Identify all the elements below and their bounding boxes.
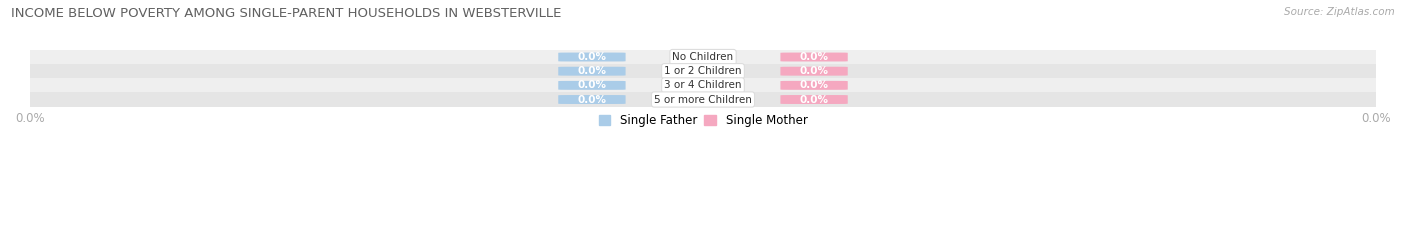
Text: Source: ZipAtlas.com: Source: ZipAtlas.com — [1284, 7, 1395, 17]
Bar — [30, 50, 1376, 64]
FancyBboxPatch shape — [558, 81, 626, 90]
Text: INCOME BELOW POVERTY AMONG SINGLE-PARENT HOUSEHOLDS IN WEBSTERVILLE: INCOME BELOW POVERTY AMONG SINGLE-PARENT… — [11, 7, 561, 20]
Bar — [30, 78, 1376, 93]
FancyBboxPatch shape — [558, 53, 626, 62]
Bar — [30, 64, 1376, 78]
Text: 0.0%: 0.0% — [800, 66, 828, 76]
Text: 0.0%: 0.0% — [578, 66, 606, 76]
Text: 0.0%: 0.0% — [578, 52, 606, 62]
FancyBboxPatch shape — [780, 53, 848, 62]
FancyBboxPatch shape — [558, 95, 626, 104]
FancyBboxPatch shape — [780, 95, 848, 104]
FancyBboxPatch shape — [558, 67, 626, 76]
FancyBboxPatch shape — [780, 81, 848, 90]
FancyBboxPatch shape — [780, 67, 848, 76]
Text: 3 or 4 Children: 3 or 4 Children — [664, 80, 742, 90]
Text: 0.0%: 0.0% — [800, 80, 828, 90]
Text: 5 or more Children: 5 or more Children — [654, 95, 752, 105]
Text: 1 or 2 Children: 1 or 2 Children — [664, 66, 742, 76]
Text: 0.0%: 0.0% — [578, 80, 606, 90]
Legend: Single Father, Single Mother: Single Father, Single Mother — [593, 109, 813, 132]
Text: 0.0%: 0.0% — [800, 52, 828, 62]
Text: 0.0%: 0.0% — [578, 95, 606, 105]
Text: 0.0%: 0.0% — [800, 95, 828, 105]
Bar — [30, 93, 1376, 106]
Text: No Children: No Children — [672, 52, 734, 62]
